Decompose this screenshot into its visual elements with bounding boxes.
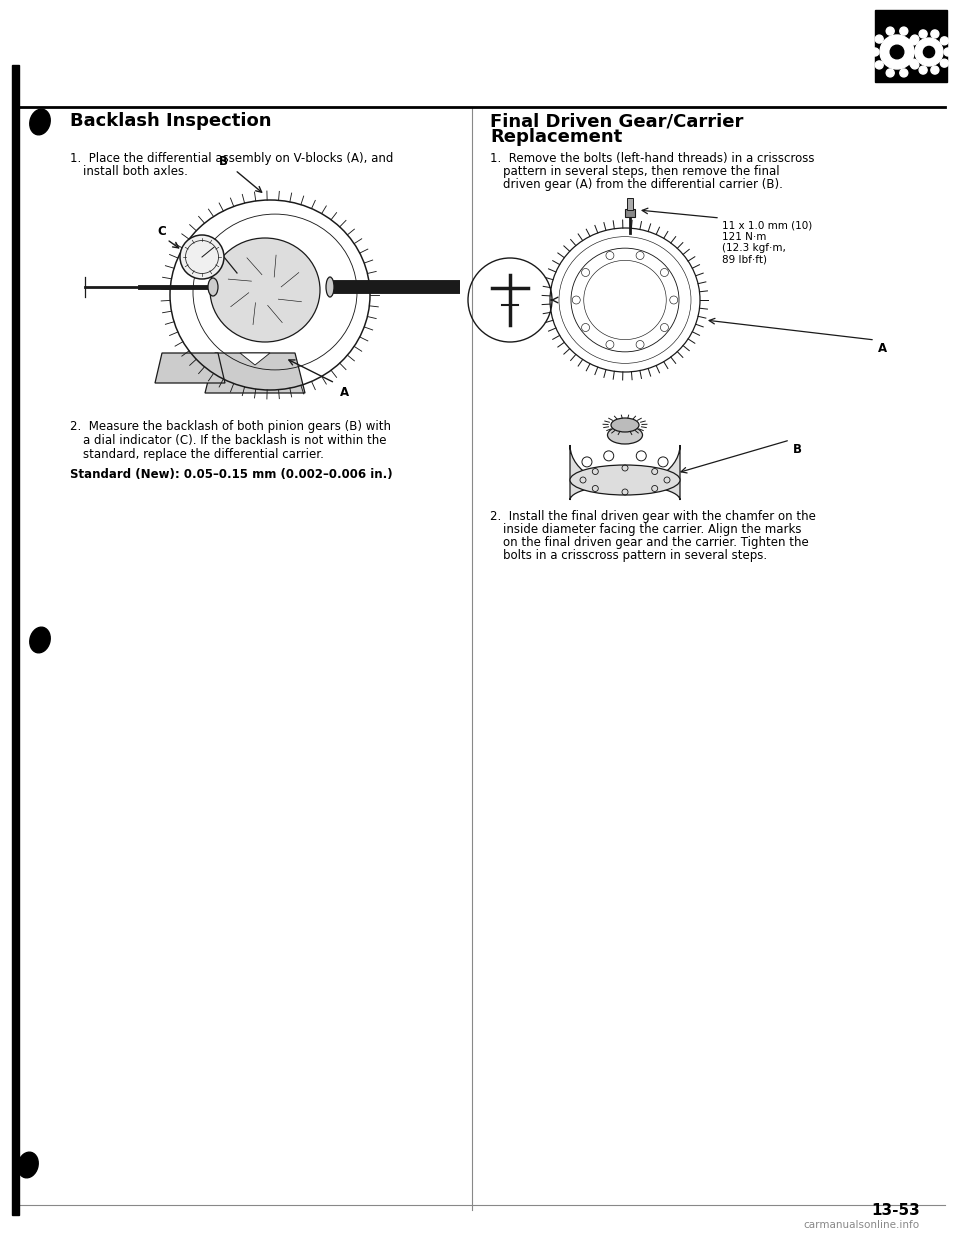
Bar [875,10,947,82]
Circle shape [900,27,908,35]
Text: C: C [156,225,166,238]
Circle shape [890,45,903,58]
Text: Backlash Inspection: Backlash Inspection [70,112,272,130]
Circle shape [919,66,927,75]
Bar [627,197,633,210]
Text: 13-53: 13-53 [872,1203,920,1218]
Text: 11 x 1.0 mm (10)
121 N·m
(12.3 kgf·m,
89 lbf·ft): 11 x 1.0 mm (10) 121 N·m (12.3 kgf·m, 89… [722,220,812,265]
Circle shape [876,61,883,70]
Circle shape [906,48,914,56]
Bar [12,65,19,1215]
Text: inside diameter facing the carrier. Align the marks: inside diameter facing the carrier. Alig… [503,523,802,537]
Text: 2.  Install the final driven gear with the chamfer on the: 2. Install the final driven gear with th… [490,510,816,523]
Circle shape [900,68,908,77]
Circle shape [180,235,224,279]
Text: bolts in a crisscross pattern in several steps.: bolts in a crisscross pattern in several… [503,549,767,561]
Text: driven gear (A) from the differential carrier (B).: driven gear (A) from the differential ca… [503,178,782,191]
Circle shape [931,30,939,39]
Circle shape [941,60,948,67]
Ellipse shape [326,277,334,297]
Circle shape [944,48,952,56]
Circle shape [910,37,918,45]
Text: on the final driven gear and the carrier. Tighten the: on the final driven gear and the carrier… [503,537,808,549]
Circle shape [941,37,948,45]
Circle shape [915,39,943,66]
Ellipse shape [30,109,50,135]
Text: Final Driven Gear/Carrier: Final Driven Gear/Carrier [490,112,743,130]
Circle shape [911,35,919,43]
Circle shape [915,48,923,56]
Circle shape [919,30,927,39]
Circle shape [886,68,894,77]
Ellipse shape [210,238,320,342]
Text: pattern in several steps, then remove the final: pattern in several steps, then remove th… [503,165,780,178]
Text: 1.  Remove the bolts (left-hand threads) in a crisscross: 1. Remove the bolts (left-hand threads) … [490,152,814,165]
Ellipse shape [608,426,642,443]
Text: a dial indicator (C). If the backlash is not within the: a dial indicator (C). If the backlash is… [83,433,387,447]
Text: Standard (New): 0.05–0.15 mm (0.002–0.006 in.): Standard (New): 0.05–0.15 mm (0.002–0.00… [70,468,393,481]
Polygon shape [205,353,305,392]
Bar [625,209,635,217]
Circle shape [886,27,894,35]
Text: 2.  Measure the backlash of both pinion gears (B) with: 2. Measure the backlash of both pinion g… [70,420,391,433]
Ellipse shape [30,627,50,653]
Circle shape [880,35,914,70]
Text: standard, replace the differential carrier.: standard, replace the differential carri… [83,448,324,461]
Text: install both axles.: install both axles. [83,165,188,178]
Polygon shape [570,445,680,501]
Text: B: B [793,443,802,456]
Circle shape [924,46,935,57]
Text: A: A [340,386,349,399]
Circle shape [931,66,939,75]
Polygon shape [240,353,270,365]
Circle shape [911,61,919,70]
Ellipse shape [570,465,680,496]
Circle shape [876,35,883,43]
Polygon shape [155,353,225,383]
Text: B: B [219,155,228,168]
Text: 1.  Place the differential assembly on V-blocks (A), and: 1. Place the differential assembly on V-… [70,152,394,165]
Ellipse shape [611,419,639,432]
Text: carmanualsonline.info: carmanualsonline.info [804,1220,920,1230]
Circle shape [871,48,879,56]
Text: A: A [878,342,887,355]
Ellipse shape [208,278,218,296]
Ellipse shape [18,1153,38,1177]
Text: Replacement: Replacement [490,128,622,147]
Circle shape [910,60,918,67]
